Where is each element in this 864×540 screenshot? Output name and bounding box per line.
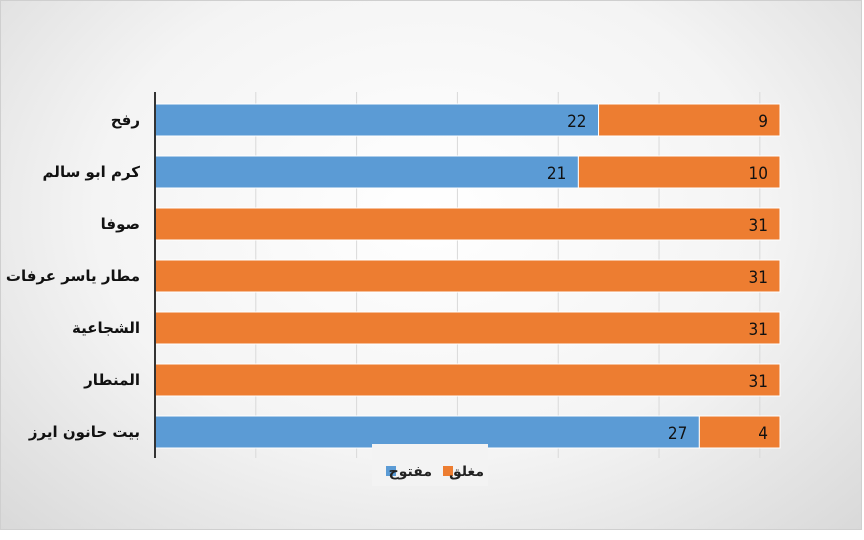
data-label: 22	[567, 112, 586, 132]
data-label: 10	[749, 164, 768, 184]
data-label: 4	[758, 424, 768, 444]
bar-segment-open	[154, 103, 600, 137]
bar-segment-closed	[698, 415, 781, 449]
data-label: 27	[668, 424, 687, 444]
category-label: رفح	[111, 111, 140, 129]
data-label: 31	[749, 320, 768, 340]
data-label: 31	[749, 372, 768, 392]
bar-segment-closed	[154, 311, 781, 345]
category-label: بيت حانون ايرز	[28, 423, 140, 441]
category-label: صوفا	[101, 215, 140, 233]
legend-label: مغلق	[449, 464, 484, 480]
category-label: مطار ياسر عرفات الدولي	[0, 267, 140, 285]
bars-layer: 22 9 21 10 31 31 31 31 27 4	[154, 103, 781, 449]
category-label: الشجاعية	[72, 319, 140, 337]
category-label: كرم ابو سالم	[43, 163, 141, 181]
category-label: المنطار	[83, 371, 140, 389]
bar-segment-closed	[598, 103, 781, 137]
bar-segment-open	[154, 155, 579, 189]
legend: مفتوح مغلق	[372, 444, 488, 486]
legend-swatch	[386, 466, 396, 476]
category-labels: رفح كرم ابو سالم صوفا مطار ياسر عرفات الدول…	[0, 111, 140, 441]
data-label: 9	[758, 112, 768, 132]
legend-swatch	[443, 466, 453, 476]
data-label: 31	[749, 216, 768, 236]
legend-label: مفتوح	[389, 464, 432, 480]
data-label: 31	[749, 268, 768, 288]
bar-segment-closed	[577, 155, 781, 189]
legend-box	[372, 444, 488, 486]
data-label: 21	[547, 164, 566, 184]
bar-segment-open	[154, 415, 700, 449]
bar-segment-closed	[154, 363, 781, 397]
bar-segment-closed	[154, 207, 781, 241]
bar-segment-closed	[154, 259, 781, 293]
